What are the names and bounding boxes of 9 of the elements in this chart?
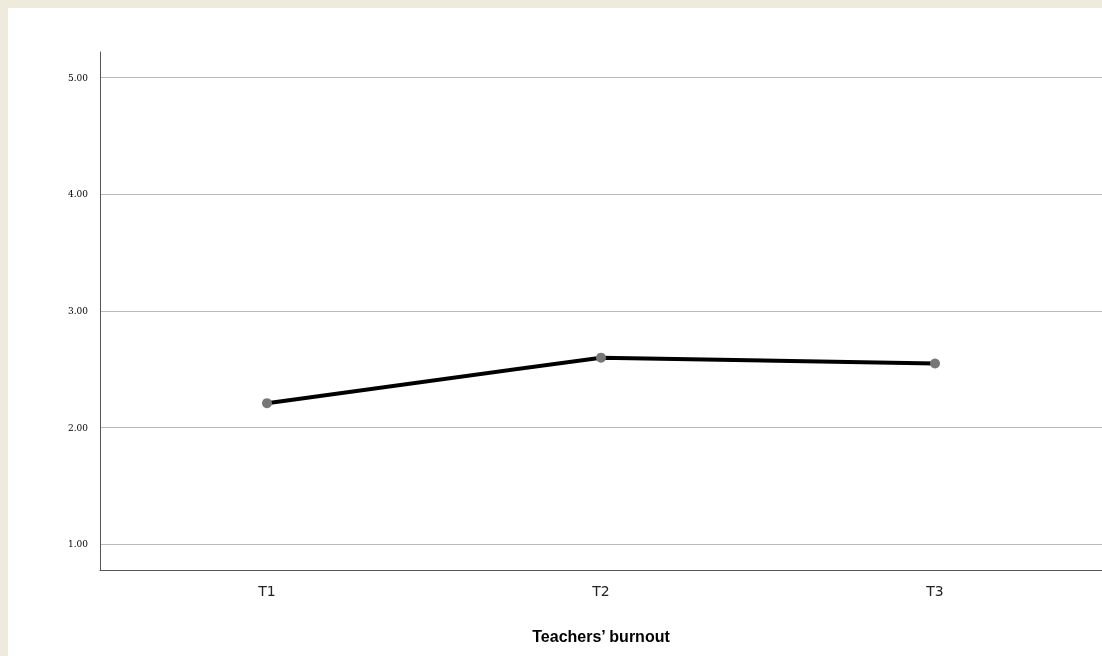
x-tick-label: T3	[925, 583, 944, 599]
y-tick-label: 5.00	[67, 72, 89, 83]
x-axis-title: Teachers’ burnout	[532, 627, 671, 645]
y-tick-label: 4.00	[67, 189, 89, 200]
x-tick-label: T1	[257, 583, 276, 599]
x-tick-label: T2	[591, 583, 610, 599]
y-tick-label: 1.00	[67, 539, 89, 550]
y-tick-label: 2.00	[67, 422, 89, 433]
y-tick-label: 3.00	[67, 306, 89, 316]
